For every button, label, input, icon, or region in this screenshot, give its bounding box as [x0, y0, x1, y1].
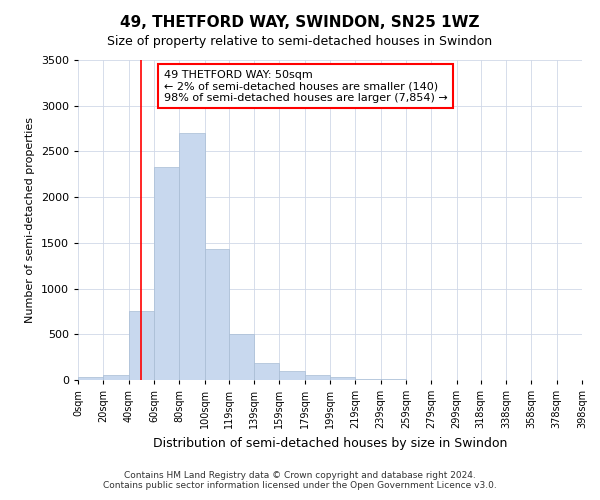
Bar	[229, 334, 254, 380]
Bar	[103, 376, 128, 380]
Bar	[280, 371, 305, 380]
Bar	[179, 133, 205, 380]
Text: Size of property relative to semi-detached houses in Swindon: Size of property relative to semi-detach…	[107, 35, 493, 48]
Text: 49 THETFORD WAY: 50sqm
← 2% of semi-detached houses are smaller (140)
98% of sem: 49 THETFORD WAY: 50sqm ← 2% of semi-deta…	[164, 70, 448, 103]
Bar	[205, 250, 229, 380]
Bar	[254, 362, 280, 380]
Bar	[355, 378, 380, 380]
Bar	[78, 377, 103, 380]
Bar	[154, 167, 179, 380]
Text: 49, THETFORD WAY, SWINDON, SN25 1WZ: 49, THETFORD WAY, SWINDON, SN25 1WZ	[120, 15, 480, 30]
Y-axis label: Number of semi-detached properties: Number of semi-detached properties	[25, 117, 35, 323]
Bar	[128, 310, 154, 380]
Bar	[330, 378, 355, 380]
Bar	[305, 374, 330, 380]
Text: Contains HM Land Registry data © Crown copyright and database right 2024.
Contai: Contains HM Land Registry data © Crown c…	[103, 470, 497, 490]
X-axis label: Distribution of semi-detached houses by size in Swindon: Distribution of semi-detached houses by …	[153, 436, 507, 450]
